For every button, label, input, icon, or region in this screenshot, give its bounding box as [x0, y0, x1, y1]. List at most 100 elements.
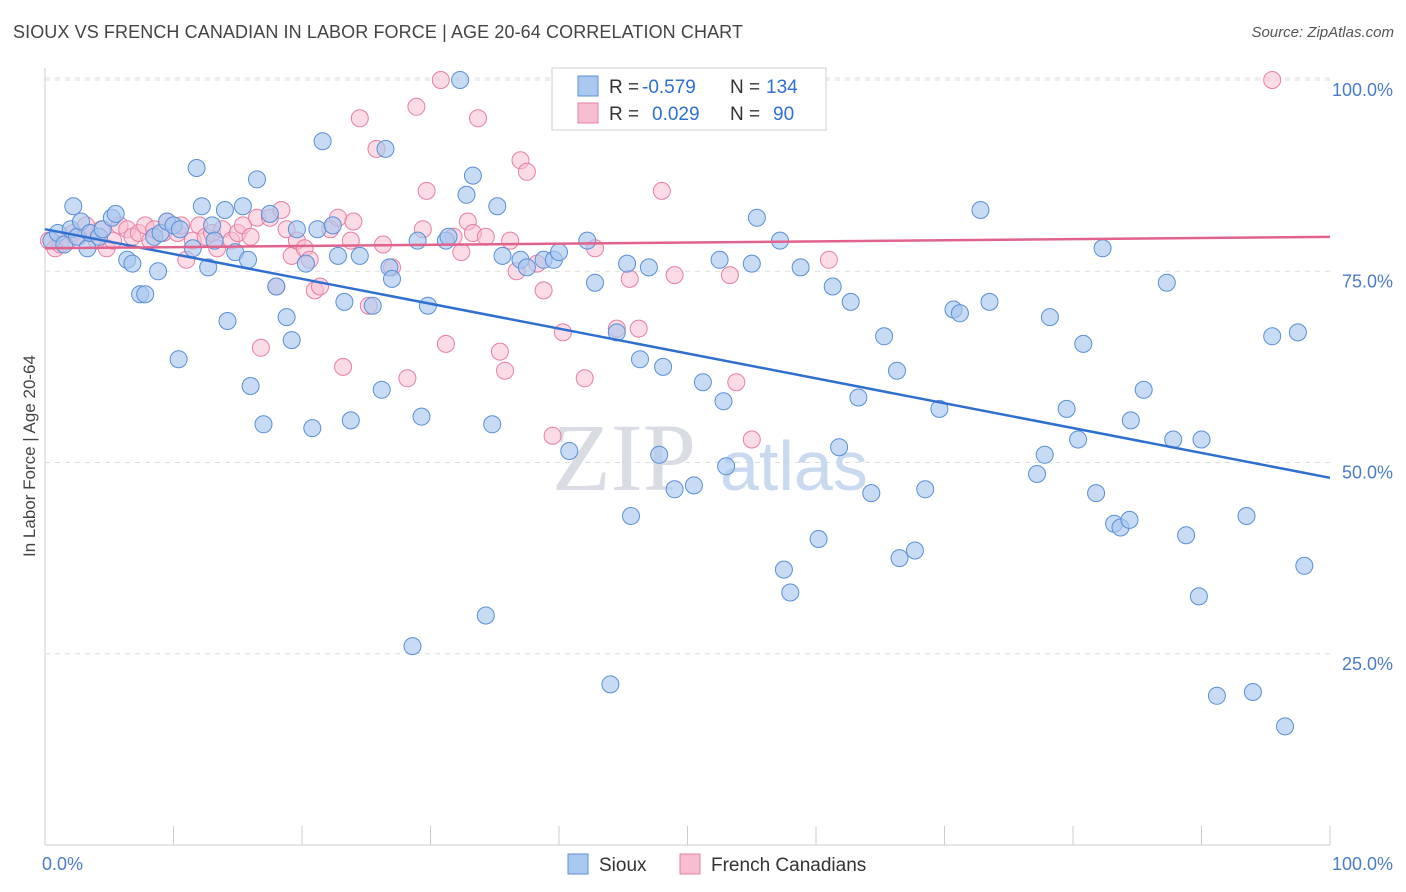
sioux-point-87: [684, 476, 703, 495]
sioux-point-74: [550, 243, 568, 262]
french-point-35: [251, 338, 270, 357]
sioux-point-35: [241, 377, 260, 395]
sioux-point-66: [476, 606, 495, 625]
sioux-point-96: [781, 583, 800, 602]
sioux-point-34: [239, 250, 257, 269]
sioux-point-69: [493, 246, 512, 265]
french-point-48: [334, 357, 353, 376]
french-point-77: [553, 323, 572, 342]
sioux-point-26: [192, 197, 211, 216]
sioux-point-137: [1295, 556, 1314, 575]
sioux-point-48: [329, 246, 347, 265]
sioux-point-71: [517, 258, 536, 277]
french-point-75: [534, 281, 553, 300]
sioux-point-68: [488, 197, 507, 216]
sioux-point-108: [916, 480, 935, 499]
sioux-point-22: [170, 220, 189, 239]
bottom-legend: Sioux French Canadians: [567, 853, 866, 876]
sioux-point-112: [971, 201, 990, 219]
y-tick-label-25: 25.0%: [1342, 654, 1393, 674]
sioux-point-31: [218, 312, 237, 330]
sioux-point-106: [890, 549, 909, 568]
sioux-point-65: [463, 166, 482, 185]
sioux-point-109: [930, 399, 949, 418]
sioux-point-97: [791, 258, 810, 277]
french-point-82: [629, 319, 648, 338]
sioux-point-4: [64, 197, 83, 216]
sioux-point-36: [248, 170, 266, 189]
y-tick-label-50: 50.0%: [1342, 463, 1393, 483]
sioux-point-120: [1087, 484, 1106, 503]
watermark-atlas: atlas: [720, 427, 868, 505]
sioux-point-93: [747, 208, 766, 227]
sioux-point-118: [1069, 430, 1088, 449]
sioux-point-121: [1093, 239, 1112, 258]
sioux-point-136: [1288, 323, 1307, 342]
french-point-67: [476, 227, 495, 246]
sioux-point-45: [308, 220, 327, 239]
sioux-point-82: [631, 350, 649, 369]
sioux-point-41: [282, 331, 301, 350]
french-point-69: [496, 361, 514, 380]
sioux-point-58: [408, 231, 427, 250]
french-point-59: [417, 181, 436, 200]
sioux-point-90: [714, 392, 733, 411]
french-point-50: [344, 212, 363, 231]
sioux-point-57: [403, 637, 422, 656]
french-point-78: [575, 369, 594, 388]
sioux-point-24: [183, 239, 202, 258]
french-point-87: [727, 373, 746, 392]
french-point-85: [665, 266, 684, 285]
legend-n-label-1: N =: [730, 77, 760, 98]
trend-lines: [44, 227, 1331, 480]
french-point-56: [398, 369, 417, 388]
sioux-point-62: [439, 227, 458, 246]
sioux-point-83: [639, 258, 658, 277]
sioux-point-60: [418, 296, 437, 315]
sioux-point-16: [136, 285, 155, 304]
french-point-57: [407, 97, 426, 116]
bottom-legend-sioux: Sioux: [599, 855, 647, 876]
sioux-point-85: [654, 357, 673, 376]
legend: R = -0.579 N = 134 R = 0.029 N = 90: [551, 67, 827, 131]
sioux-point-27: [199, 258, 218, 277]
french-point-33: [241, 227, 260, 246]
sioux-point-75: [560, 442, 579, 460]
sioux-point-44: [303, 419, 322, 438]
x-tick-label-100: 100.0%: [1332, 854, 1393, 874]
french-point-91: [1263, 71, 1282, 89]
sioux-point-53: [372, 380, 391, 399]
sioux-point-125: [1121, 411, 1140, 430]
french-point-66: [469, 109, 487, 128]
sioux-point-111: [950, 304, 969, 323]
legend-r-label-1: R =: [609, 77, 639, 98]
sioux-point-132: [1237, 507, 1256, 525]
sioux-point-114: [1028, 465, 1046, 483]
sioux-point-52: [363, 296, 382, 315]
french-point-81: [620, 269, 639, 288]
sioux-point-133: [1243, 683, 1262, 701]
sioux-point-115: [1035, 445, 1054, 464]
sioux-point-104: [875, 327, 894, 346]
sioux-point-135: [1276, 717, 1294, 736]
sioux-point-39: [267, 277, 286, 296]
legend-n-label-2: N =: [730, 104, 760, 125]
french-trend-line: [44, 235, 1331, 250]
source-label: Source: ZipAtlas.com: [1251, 24, 1394, 41]
sioux-point-77: [586, 273, 604, 292]
sioux-point-103: [862, 484, 881, 503]
sioux-point-80: [618, 254, 637, 273]
sioux-point-95: [774, 560, 793, 579]
sioux-point-113: [980, 292, 999, 311]
sioux-point-42: [287, 220, 306, 239]
bottom-legend-swatch-sioux: [567, 853, 589, 875]
legend-r-value-1: -0.579: [642, 77, 696, 98]
sioux-point-91: [717, 457, 736, 476]
sioux-point-99: [823, 277, 842, 296]
sioux-point-54: [376, 139, 395, 158]
sioux-point-76: [578, 231, 597, 250]
french-point-88: [742, 430, 761, 449]
sioux-point-33: [233, 197, 252, 216]
sioux-point-43: [296, 254, 315, 273]
sioux-point-56: [383, 269, 401, 288]
